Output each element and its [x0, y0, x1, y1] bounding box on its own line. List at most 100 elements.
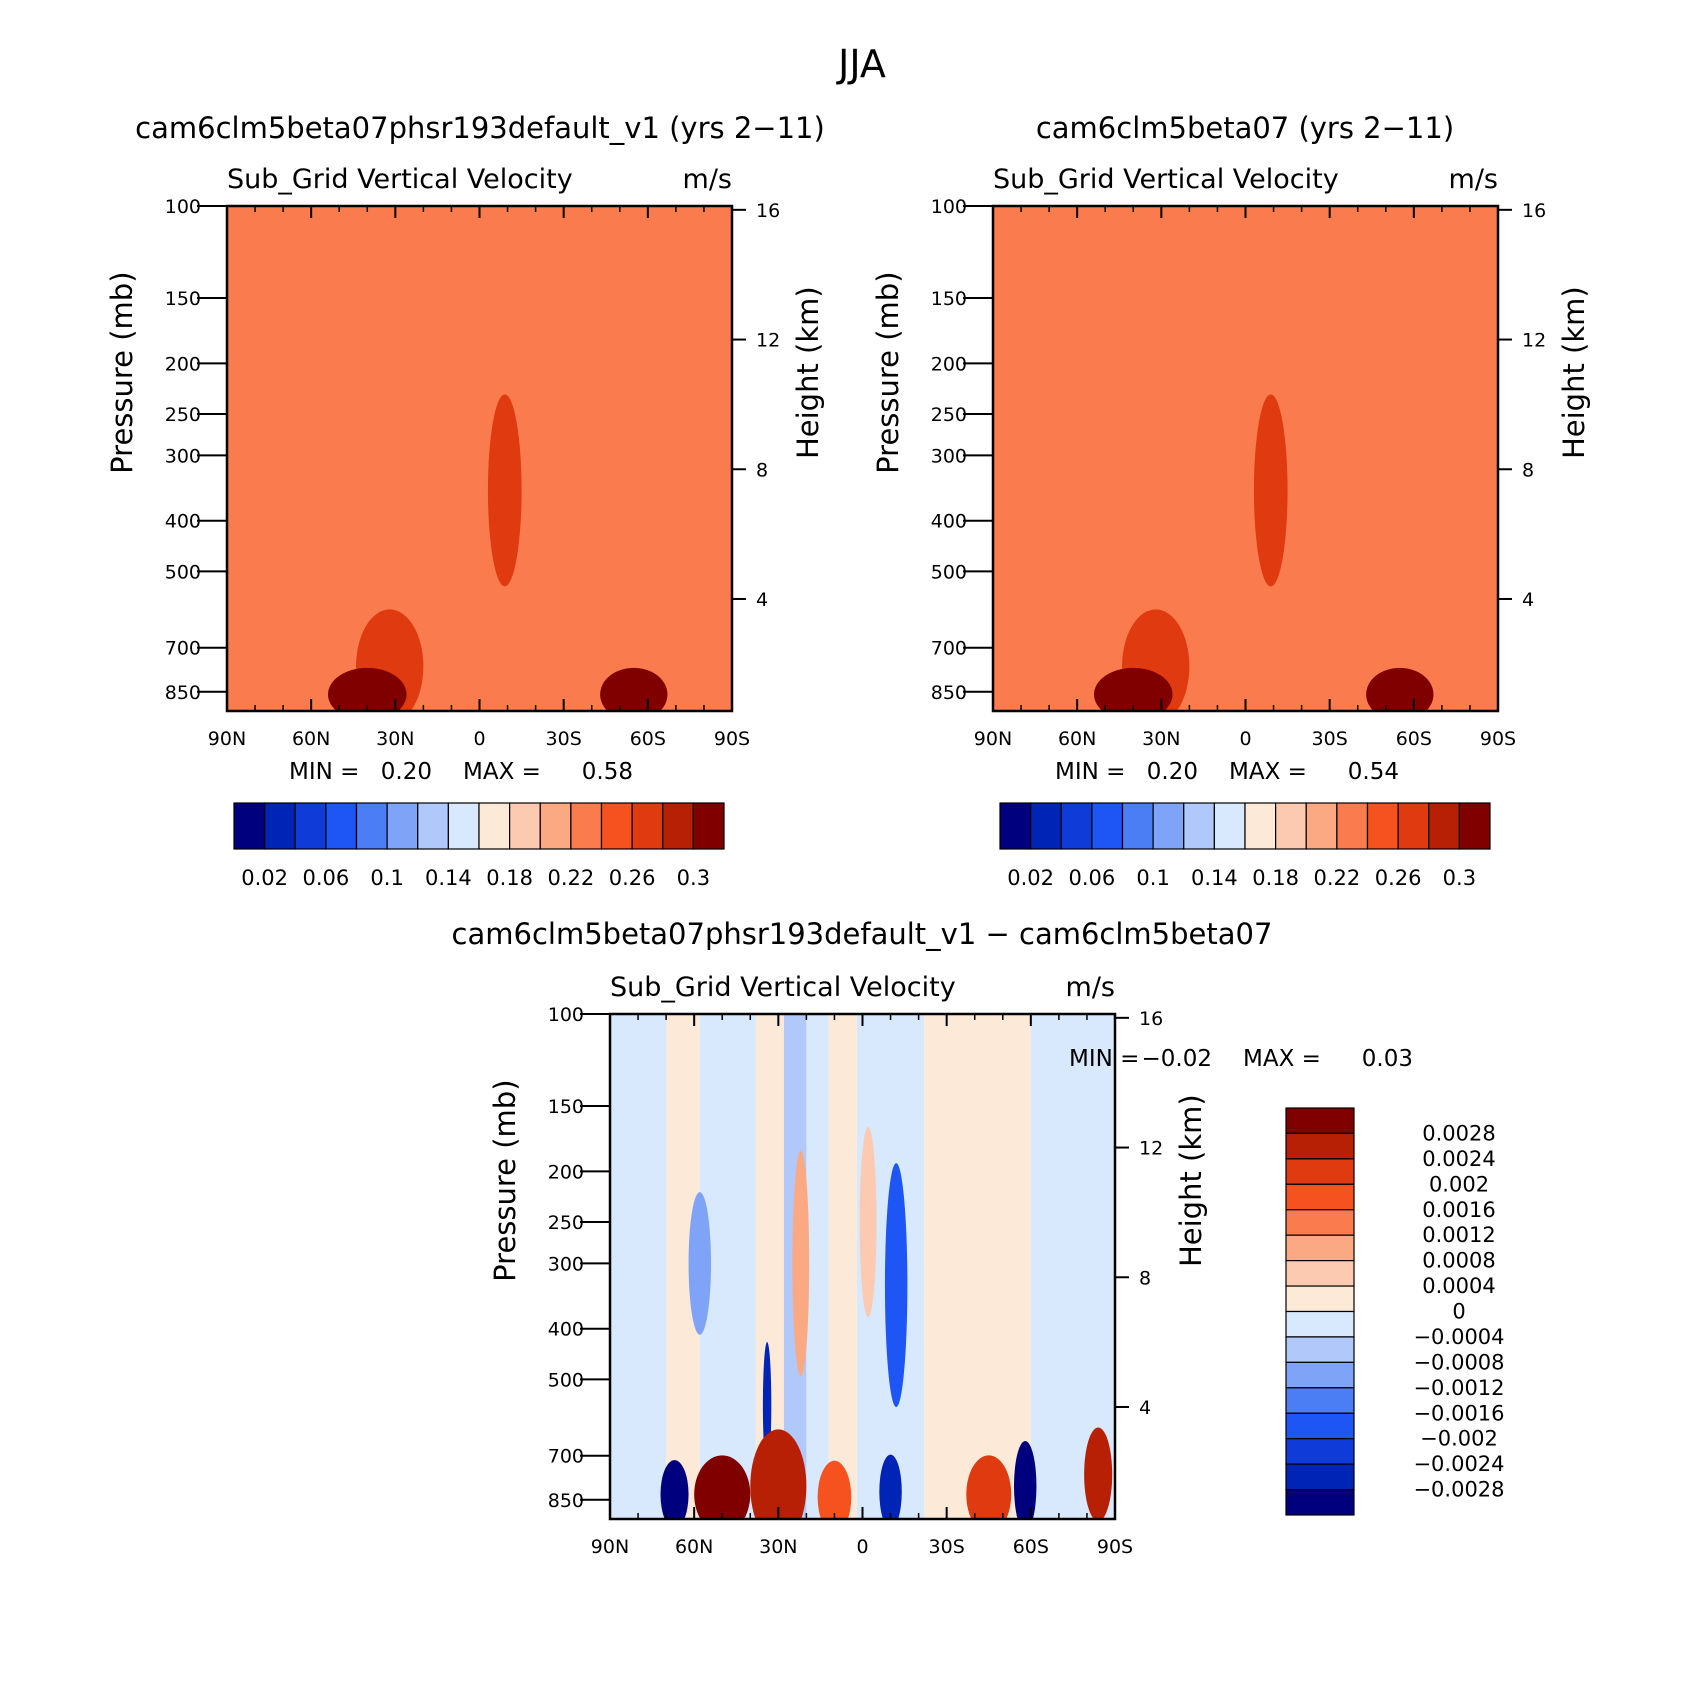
colorbar-box	[1285, 1285, 1355, 1313]
y-tick-label: 500	[165, 561, 201, 583]
colorbar-box	[999, 802, 1032, 850]
y2-tick-label: 4	[756, 589, 768, 611]
panel-difference: cam6clm5beta07phsr193default_v1 − cam6cl…	[452, 917, 1505, 1558]
y2-tick-label: 16	[756, 200, 780, 222]
colorbar-label: −0.0012	[1413, 1376, 1504, 1400]
colorbar-label: −0.0004	[1413, 1325, 1504, 1349]
colorbar-label: 0.0016	[1422, 1198, 1495, 1222]
x-tick-label: 90N	[208, 728, 246, 750]
panel-title: cam6clm5beta07phsr193default_v1 − cam6cl…	[452, 917, 1273, 951]
y-tick-label: 500	[548, 1369, 584, 1391]
min-value: 0.20	[1147, 759, 1198, 785]
field-band-0	[610, 1014, 667, 1519]
x-tick-label: 60N	[1058, 728, 1096, 750]
colorbar-label: 0.26	[1375, 866, 1422, 890]
y-tick-label: 200	[931, 353, 967, 375]
y-tick-label: 400	[931, 511, 967, 533]
y2-tick-label: 4	[1522, 589, 1534, 611]
x-tick-label: 60S	[1396, 728, 1432, 750]
colorbar: 0.00280.00240.0020.00160.00120.00080.000…	[1285, 1107, 1505, 1516]
colorbar-box	[1285, 1183, 1355, 1211]
y2-tick-label: 16	[1139, 1008, 1163, 1030]
y-axis-label: Pressure (mb)	[105, 271, 139, 473]
field-feature-5	[660, 1460, 689, 1519]
colorbar-box	[1285, 1463, 1355, 1491]
field-feature-11	[1014, 1441, 1037, 1519]
colorbar-box	[1285, 1488, 1355, 1516]
y2-axis-label: Height (km)	[1174, 1094, 1208, 1267]
x-tick-label: 60S	[1013, 1536, 1049, 1558]
colorbar-box	[1336, 802, 1369, 850]
colorbar: 0.02 0.06 0.1 0.14 0.18 0.22 0.26 0.3	[233, 802, 725, 890]
y-tick-label: 100	[548, 1004, 584, 1026]
y-tick-label: 150	[548, 1096, 584, 1118]
panel-model-a: cam6clm5beta07phsr193default_v1 (yrs 2−1…	[105, 111, 825, 890]
colorbar-label: 0.3	[1443, 866, 1476, 890]
plot-field	[227, 206, 732, 711]
colorbar-box	[1285, 1209, 1355, 1236]
field-feature-1	[688, 1192, 711, 1335]
y-tick-label: 850	[931, 682, 967, 704]
right-subtitle: m/s	[1066, 972, 1115, 1003]
colorbar-box	[1397, 802, 1430, 850]
colorbar-box	[1091, 802, 1124, 850]
colorbar-box	[1285, 1158, 1355, 1185]
colorbar-box	[1285, 1387, 1355, 1414]
colorbar-box	[1366, 802, 1399, 850]
x-tick-label: 90S	[1480, 728, 1516, 750]
colorbar-label: 0.14	[425, 866, 472, 890]
y-tick-label: 700	[548, 1446, 584, 1468]
y2-tick-label: 4	[1139, 1397, 1151, 1419]
colorbar-box	[478, 802, 511, 850]
min-value: 0.20	[381, 759, 432, 785]
min-label: MIN =	[289, 759, 359, 785]
max-value: 0.58	[582, 759, 633, 785]
y2-tick-label: 8	[756, 459, 768, 481]
colorbar-label: 0.1	[1136, 866, 1169, 890]
y-tick-label: 150	[931, 288, 967, 310]
y-tick-label: 100	[931, 196, 967, 218]
panel-title: cam6clm5beta07phsr193default_v1 (yrs 2−1…	[135, 111, 825, 145]
colorbar-box	[1285, 1412, 1355, 1440]
colorbar-box	[662, 802, 694, 850]
colorbar-label: 0.18	[1252, 866, 1299, 890]
colorbar-label: 0.0004	[1422, 1274, 1495, 1298]
y-tick-label: 150	[165, 288, 201, 310]
x-tick-label: 0	[856, 1536, 868, 1558]
colorbar-box	[1285, 1234, 1355, 1262]
colorbar: 0.02 0.06 0.1 0.14 0.18 0.22 0.26 0.3	[999, 802, 1491, 890]
colorbar-label: −0.0008	[1413, 1350, 1504, 1374]
x-tick-label: 90N	[974, 728, 1012, 750]
x-tick-label: 30S	[1312, 728, 1348, 750]
x-tick-label: 60N	[675, 1536, 713, 1558]
colorbar-box	[233, 802, 266, 850]
field-band-8	[924, 1014, 1031, 1519]
max-value: 0.54	[1348, 759, 1399, 785]
x-tick-label: 30S	[546, 728, 582, 750]
field-feature-4	[859, 1127, 877, 1317]
colorbar-box	[355, 802, 388, 850]
colorbar-label: 0.002	[1429, 1172, 1489, 1196]
colorbar-box	[600, 802, 633, 850]
y-tick-label: 300	[931, 445, 967, 467]
figure-title: JJA	[836, 42, 886, 86]
right-subtitle: m/s	[683, 164, 732, 195]
colorbar-box	[1213, 802, 1246, 850]
colorbar-label: 0	[1452, 1300, 1465, 1324]
x-tick-label: 30N	[759, 1536, 797, 1558]
colorbar-box	[264, 802, 296, 850]
colorbar-box	[1121, 802, 1154, 850]
y-tick-label: 700	[931, 638, 967, 660]
colorbar-box	[1285, 1438, 1355, 1465]
colorbar-box	[447, 802, 480, 850]
left-subtitle: Sub_Grid Vertical Velocity	[993, 164, 1339, 195]
colorbar-box	[1285, 1310, 1355, 1338]
panel-model-b: cam6clm5beta07 (yrs 2−11) Sub_Grid Vertic…	[871, 111, 1591, 890]
colorbar-label: 0.14	[1191, 866, 1238, 890]
colorbar-box	[1152, 802, 1185, 850]
max-label: MAX =	[463, 759, 541, 785]
x-tick-label: 90S	[1097, 1536, 1133, 1558]
left-subtitle: Sub_Grid Vertical Velocity	[610, 972, 956, 1003]
colorbar-box	[1183, 802, 1215, 850]
y-tick-label: 500	[931, 561, 967, 583]
